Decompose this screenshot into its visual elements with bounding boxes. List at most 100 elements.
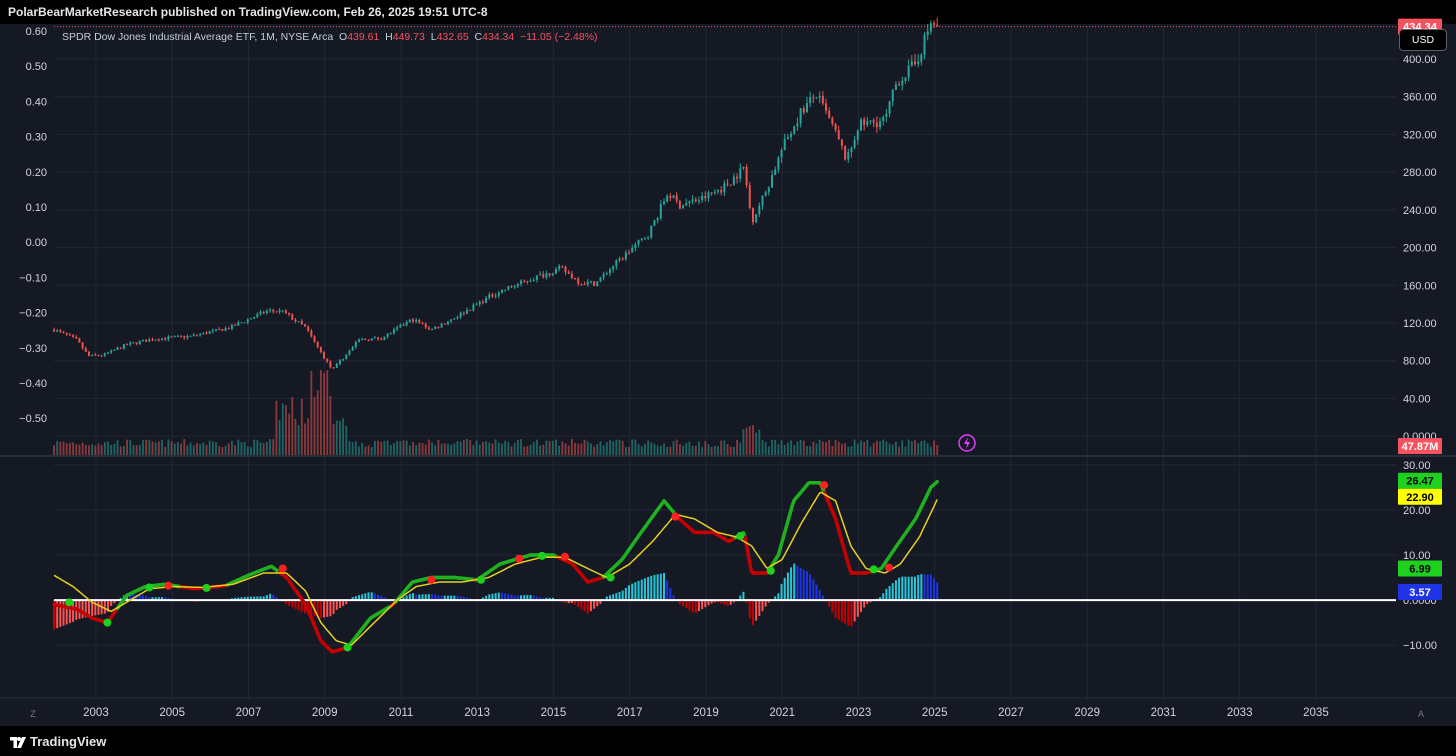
histogram-bar <box>739 595 742 601</box>
candle-body <box>167 336 170 340</box>
histogram-bar <box>589 600 592 612</box>
histogram-bar <box>669 588 672 601</box>
cross-down-marker <box>427 575 436 584</box>
candle-body <box>246 319 249 323</box>
histogram-bar <box>405 595 408 601</box>
histogram-bar <box>167 598 170 601</box>
volume-bar <box>208 440 211 455</box>
histogram-bar <box>113 600 116 604</box>
hist-value-tag-b-bg <box>1398 583 1442 600</box>
candle-body <box>300 321 303 325</box>
volume-bar <box>94 445 97 455</box>
candle-body <box>904 77 907 81</box>
candle-body <box>713 191 716 194</box>
candle-body <box>475 304 478 306</box>
time-axis-label: 2035 <box>1303 707 1329 719</box>
histogram-bar <box>917 574 920 601</box>
histogram-bar <box>81 600 84 619</box>
candle-body <box>691 199 694 202</box>
volume-bar <box>126 439 128 455</box>
time-axis-label: 2011 <box>389 707 414 719</box>
histogram-bar <box>151 597 154 601</box>
volume-bar <box>450 444 453 455</box>
candle-body <box>621 258 624 260</box>
candle-body <box>535 275 538 280</box>
volume-bar <box>790 440 792 455</box>
tradingview-logo-icon <box>10 737 26 749</box>
candle-body <box>56 330 59 332</box>
candle-body <box>424 323 427 328</box>
candle-body <box>913 61 916 65</box>
candle-body <box>910 61 913 66</box>
volume-bar <box>342 418 345 455</box>
volume-bar <box>844 443 846 455</box>
time-axis-label: 2023 <box>846 707 872 719</box>
volume-bar <box>412 441 414 455</box>
candle-body <box>129 342 132 345</box>
volume-bar <box>523 446 526 455</box>
volume-bar <box>936 445 939 455</box>
volume-bar <box>281 403 284 455</box>
volume-bar <box>377 440 379 455</box>
candle-body <box>72 335 75 337</box>
histogram-bar <box>805 571 808 601</box>
volume-bar <box>885 441 888 455</box>
histogram-bar <box>342 600 345 607</box>
candle-body <box>183 336 186 338</box>
candle-body <box>869 120 872 122</box>
candle-body <box>694 199 697 202</box>
histogram-bar <box>272 594 275 601</box>
candle-body <box>933 23 936 25</box>
volume-bar <box>707 444 710 455</box>
brand-name: TradingView <box>30 734 107 749</box>
candle-body <box>141 339 144 342</box>
tradingview-brand[interactable]: TradingView <box>10 734 106 749</box>
candles <box>53 17 939 369</box>
histogram-bar <box>138 594 141 601</box>
cross-up-marker <box>736 532 745 541</box>
volume-bar <box>494 439 497 455</box>
histogram-bar <box>774 596 777 601</box>
macd-value-tag-bg <box>1398 472 1442 489</box>
histogram-bar <box>354 596 357 601</box>
chart-area[interactable] <box>0 24 1456 726</box>
histogram-bar <box>574 600 577 605</box>
candle-body <box>599 277 602 282</box>
candle-body <box>412 319 415 322</box>
volume-bar <box>97 443 100 455</box>
volume-bar <box>767 446 770 455</box>
histogram-bar <box>319 600 322 619</box>
candle-body <box>176 335 179 337</box>
histogram-bar <box>818 590 821 601</box>
price-axis-label: 400.00 <box>1403 54 1437 66</box>
cross-up-marker <box>202 583 211 592</box>
candle-body <box>647 237 650 239</box>
histogram-bar <box>777 593 780 601</box>
volume-bar <box>424 444 427 455</box>
volume-bar <box>926 443 929 455</box>
candle-body <box>297 321 300 323</box>
histogram-bar <box>504 593 507 601</box>
histogram-bar <box>91 600 94 616</box>
candle-body <box>564 266 567 273</box>
candle-body <box>637 239 640 245</box>
histogram-bar <box>720 600 723 604</box>
histogram-bar <box>755 600 758 621</box>
candle-body <box>380 339 383 341</box>
candle-body <box>888 101 891 114</box>
volume-bar <box>491 443 494 455</box>
signal-value-tag: 22.90 <box>1406 492 1434 504</box>
candle-body <box>736 176 739 179</box>
volume-bar <box>771 439 773 455</box>
volume-bar <box>872 443 875 455</box>
candle-body <box>472 304 475 311</box>
volume-bar <box>180 443 182 455</box>
histogram-bar <box>920 574 923 601</box>
histogram-bar <box>707 600 710 606</box>
candle-body <box>272 309 275 312</box>
volume-bar <box>65 443 68 455</box>
candle-body <box>208 331 211 334</box>
histogram-bar <box>539 597 542 601</box>
currency-button[interactable]: USD <box>1399 29 1447 51</box>
